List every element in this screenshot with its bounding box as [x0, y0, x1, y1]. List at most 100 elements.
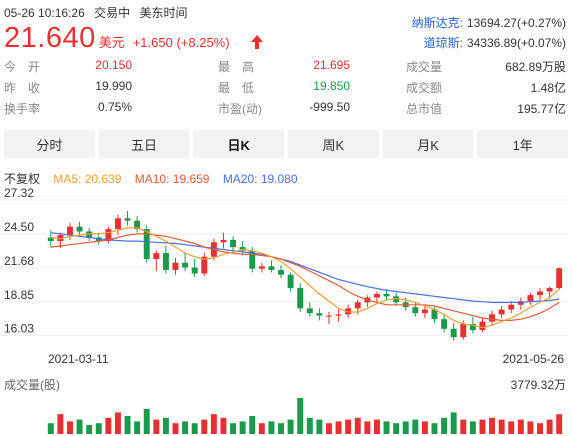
- volume-bar: [431, 423, 438, 434]
- volume-chart-title: 成交量(股): [4, 378, 60, 392]
- volume-bar: [393, 423, 400, 434]
- volume-bar: [450, 412, 457, 434]
- ma20-line: [50, 232, 560, 304]
- tab-one-year[interactable]: 1年: [477, 130, 569, 158]
- ma5-line: [50, 227, 560, 329]
- candle: [431, 309, 438, 320]
- tab-weekly-k[interactable]: 周K: [288, 130, 379, 158]
- y-tick-label: 16.03: [4, 322, 34, 336]
- candle: [268, 266, 275, 270]
- candle: [124, 218, 131, 221]
- tab-intraday[interactable]: 分时: [4, 130, 95, 158]
- volume-bar: [287, 419, 294, 434]
- quote-stats: 今 开 20.150 昨 收 19.990 换手率 0.75% 最 高 21.6…: [0, 58, 572, 118]
- volume-bar: [479, 419, 486, 434]
- volume-max-label: 3779.32万: [510, 378, 566, 392]
- candle: [556, 268, 563, 289]
- volume-bar: [421, 421, 428, 434]
- candle: [297, 287, 304, 309]
- volume-bar: [527, 421, 534, 434]
- candle: [489, 314, 496, 322]
- volume-bar: [76, 419, 83, 434]
- market-cap-value: 195.77亿: [517, 102, 566, 116]
- candle: [335, 314, 342, 316]
- volume-bar: [306, 417, 313, 434]
- currency-label: 美元: [98, 35, 125, 50]
- volume-bar: [95, 423, 102, 434]
- volume-label: 成交量: [406, 60, 443, 74]
- low-value: 19.850: [313, 79, 350, 93]
- index-dow[interactable]: 道琼斯: 34336.89(+0.07%): [424, 34, 566, 51]
- volume-bar: [278, 423, 284, 434]
- candle: [287, 274, 294, 288]
- volume-bar: [412, 419, 419, 434]
- candle: [114, 218, 121, 230]
- volume-bar: [373, 419, 380, 434]
- amount-label: 成交额: [406, 81, 443, 95]
- last-price: 21.640: [4, 22, 96, 54]
- candle: [134, 220, 141, 230]
- candle: [47, 237, 54, 242]
- candle: [383, 293, 390, 297]
- candle: [537, 291, 543, 296]
- index-nasdaq[interactable]: 纳斯达克: 13694.27(+0.27%): [412, 14, 566, 31]
- volume-bar: [556, 414, 563, 434]
- volume-bar: [86, 425, 93, 434]
- volume-bar: [105, 417, 112, 434]
- volume-bar: [469, 421, 476, 434]
- volume-bar: [297, 398, 304, 434]
- up-arrow-icon: [251, 35, 263, 49]
- volume-bar: [345, 419, 352, 434]
- candle: [508, 304, 515, 310]
- y-tick-label: 21.68: [4, 254, 34, 268]
- candle: [450, 328, 457, 338]
- tab-daily-k[interactable]: 日K: [193, 130, 285, 158]
- timezone-label: 美东时间: [139, 6, 188, 20]
- ma20-value: MA20: 19.080: [222, 172, 298, 186]
- kline-chart[interactable]: 27.32 24.50 21.68 18.85 16.03 2021-03-11 2021-…: [0, 188, 572, 374]
- ma5-value: MA5: 20.639: [53, 172, 122, 186]
- candle: [354, 302, 361, 309]
- volume-bar: [508, 421, 515, 434]
- low-label: 最 低: [218, 81, 255, 95]
- volume-bar: [153, 419, 160, 434]
- volume-bar: [230, 423, 237, 434]
- period-tabs: 分时 五日 日K 周K 月K 1年: [4, 130, 569, 158]
- volume-bar: [182, 421, 189, 434]
- candle: [393, 296, 400, 303]
- prev-close-label: 昨 收: [4, 81, 41, 95]
- volume-bar: [498, 419, 505, 434]
- volume-bar: [124, 416, 131, 434]
- volume-bar: [191, 423, 198, 434]
- volume-bar: [47, 423, 54, 434]
- tab-monthly-k[interactable]: 月K: [382, 130, 474, 158]
- candle: [412, 307, 419, 314]
- candle: [479, 321, 486, 330]
- volume-bar: [489, 417, 496, 434]
- candle: [498, 309, 505, 315]
- volume-bar: [67, 421, 73, 434]
- candle: [316, 313, 323, 316]
- candle: [460, 323, 467, 338]
- pe-value: -999.50: [309, 100, 350, 114]
- candle: [105, 229, 112, 242]
- candle: [373, 293, 380, 298]
- candle: [527, 295, 534, 302]
- volume-bar: [162, 417, 169, 434]
- volume-bar: [210, 414, 217, 434]
- open-label: 今 开: [4, 60, 41, 74]
- adjust-mode[interactable]: 不复权: [4, 172, 41, 186]
- candle: [239, 247, 246, 251]
- volume-bar: [537, 423, 543, 434]
- ma10-line: [50, 233, 560, 321]
- volume-bar: [335, 421, 342, 434]
- candle: [143, 229, 150, 260]
- ma10-value: MA10: 19.659: [134, 172, 210, 186]
- candle: [546, 288, 553, 292]
- candle: [249, 250, 256, 269]
- volume-bar: [326, 423, 332, 434]
- candle: [57, 235, 64, 242]
- candle: [191, 267, 198, 274]
- tab-five-day[interactable]: 五日: [98, 130, 190, 158]
- volume-bar: [220, 417, 227, 434]
